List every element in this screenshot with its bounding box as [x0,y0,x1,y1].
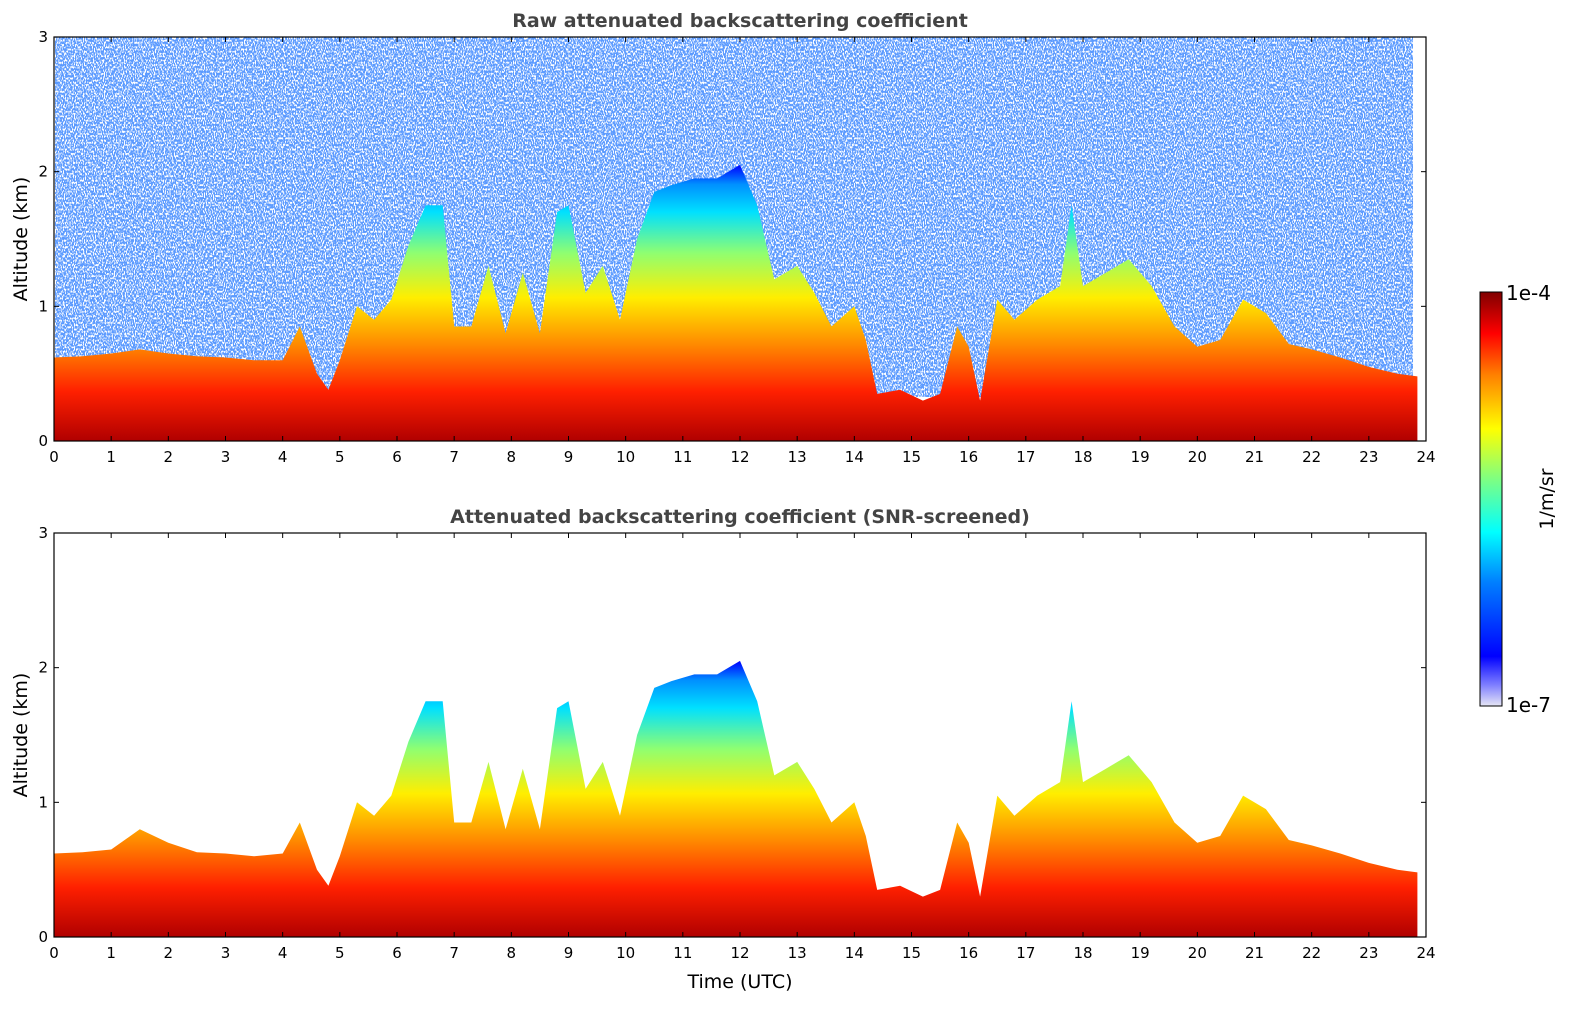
y-axis-ticks: 0 1 2 3 [38,524,1426,946]
x-tick-label: 18 [1073,448,1092,466]
x-tick-label: 9 [564,448,574,466]
colorbar-unit-label: 1/m/sr [1536,468,1558,529]
x-tick-label: 3 [221,944,231,962]
x-tick-label: 12 [730,448,749,466]
x-axis-ticks: 0 1 2 3 4 5 6 7 8 9 10 11 12 13 14 15 16 17 18 19 20 21 22 23 24 [49,533,1436,962]
x-tick-label: 7 [449,448,459,466]
x-tick-label: 24 [1416,944,1435,962]
x-tick-label: 19 [1131,944,1150,962]
x-tick-label: 2 [164,448,174,466]
x-tick-label: 15 [902,448,921,466]
x-tick-label: 20 [1188,944,1207,962]
x-tick-label: 22 [1302,944,1321,962]
x-tick-label: 1 [106,448,116,466]
colorbar: 1e-4 1e-7 1/m/sr [1479,281,1558,717]
x-tick-label: 16 [959,944,978,962]
x-tick-label: 17 [1016,944,1035,962]
x-tick-label: 13 [788,944,807,962]
x-tick-label: 7 [449,944,459,962]
colorbar-gradient [1479,291,1503,707]
x-tick-label: 9 [564,944,574,962]
backscatter-layer [54,164,1418,441]
x-tick-label: 12 [730,944,749,962]
x-tick-label: 16 [959,448,978,466]
x-tick-label: 0 [49,448,59,466]
x-tick-label: 14 [845,944,864,962]
x-tick-label: 6 [392,944,402,962]
raw-backscatter-panel: Raw attenuated backscattering coefficien… [10,10,1436,466]
y-tick-label: 3 [38,524,48,542]
x-tick-label: 10 [616,448,635,466]
x-tick-label: 4 [278,944,288,962]
y-tick-label: 0 [38,928,48,946]
backscatter-layer [54,660,1418,937]
x-tick-label: 20 [1188,448,1207,466]
y-tick-label: 1 [38,297,48,315]
x-tick-label: 19 [1131,448,1150,466]
x-tick-label: 23 [1359,944,1378,962]
panel-title: Raw attenuated backscattering coefficien… [512,10,968,32]
x-tick-label: 21 [1245,448,1264,466]
x-tick-label: 5 [335,944,345,962]
x-tick-label: 14 [845,448,864,466]
x-tick-label: 8 [507,448,517,466]
heatmap [54,660,1418,937]
y-tick-label: 1 [38,793,48,811]
y-tick-label: 0 [38,432,48,450]
x-tick-label: 15 [902,944,921,962]
x-tick-label: 3 [221,448,231,466]
heatmap [54,164,1418,441]
x-tick-label: 21 [1245,944,1264,962]
x-tick-label: 1 [106,944,116,962]
y-tick-label: 2 [38,659,48,677]
y-tick-label: 2 [38,163,48,181]
x-tick-label: 8 [507,944,517,962]
colorbar-max-label: 1e-4 [1506,281,1551,305]
x-tick-label: 18 [1073,944,1092,962]
x-tick-label: 24 [1416,448,1435,466]
x-tick-label: 4 [278,448,288,466]
y-axis-label: Altitude (km) [10,177,32,302]
y-axis-label: Altitude (km) [10,673,32,798]
x-axis-label: Time (UTC) [686,971,792,993]
y-axis-ticks: 0 1 2 3 [38,28,1426,450]
panel-title: Attenuated backscattering coefficient (S… [450,506,1030,528]
x-tick-label: 0 [49,944,59,962]
x-tick-label: 11 [673,448,692,466]
x-axis-ticks: 0 1 2 3 4 5 6 7 8 9 10 11 12 13 14 15 16 17 18 19 20 21 22 23 24 [49,37,1436,466]
x-tick-label: 13 [788,448,807,466]
y-tick-label: 3 [38,28,48,46]
x-tick-label: 22 [1302,448,1321,466]
x-tick-label: 23 [1359,448,1378,466]
x-tick-label: 17 [1016,448,1035,466]
x-tick-label: 2 [164,944,174,962]
x-tick-label: 10 [616,944,635,962]
x-tick-label: 5 [335,448,345,466]
x-tick-label: 6 [392,448,402,466]
colorbar-min-label: 1e-7 [1506,693,1551,717]
snr-screened-panel: Attenuated backscattering coefficient (S… [10,506,1436,993]
x-tick-label: 11 [673,944,692,962]
